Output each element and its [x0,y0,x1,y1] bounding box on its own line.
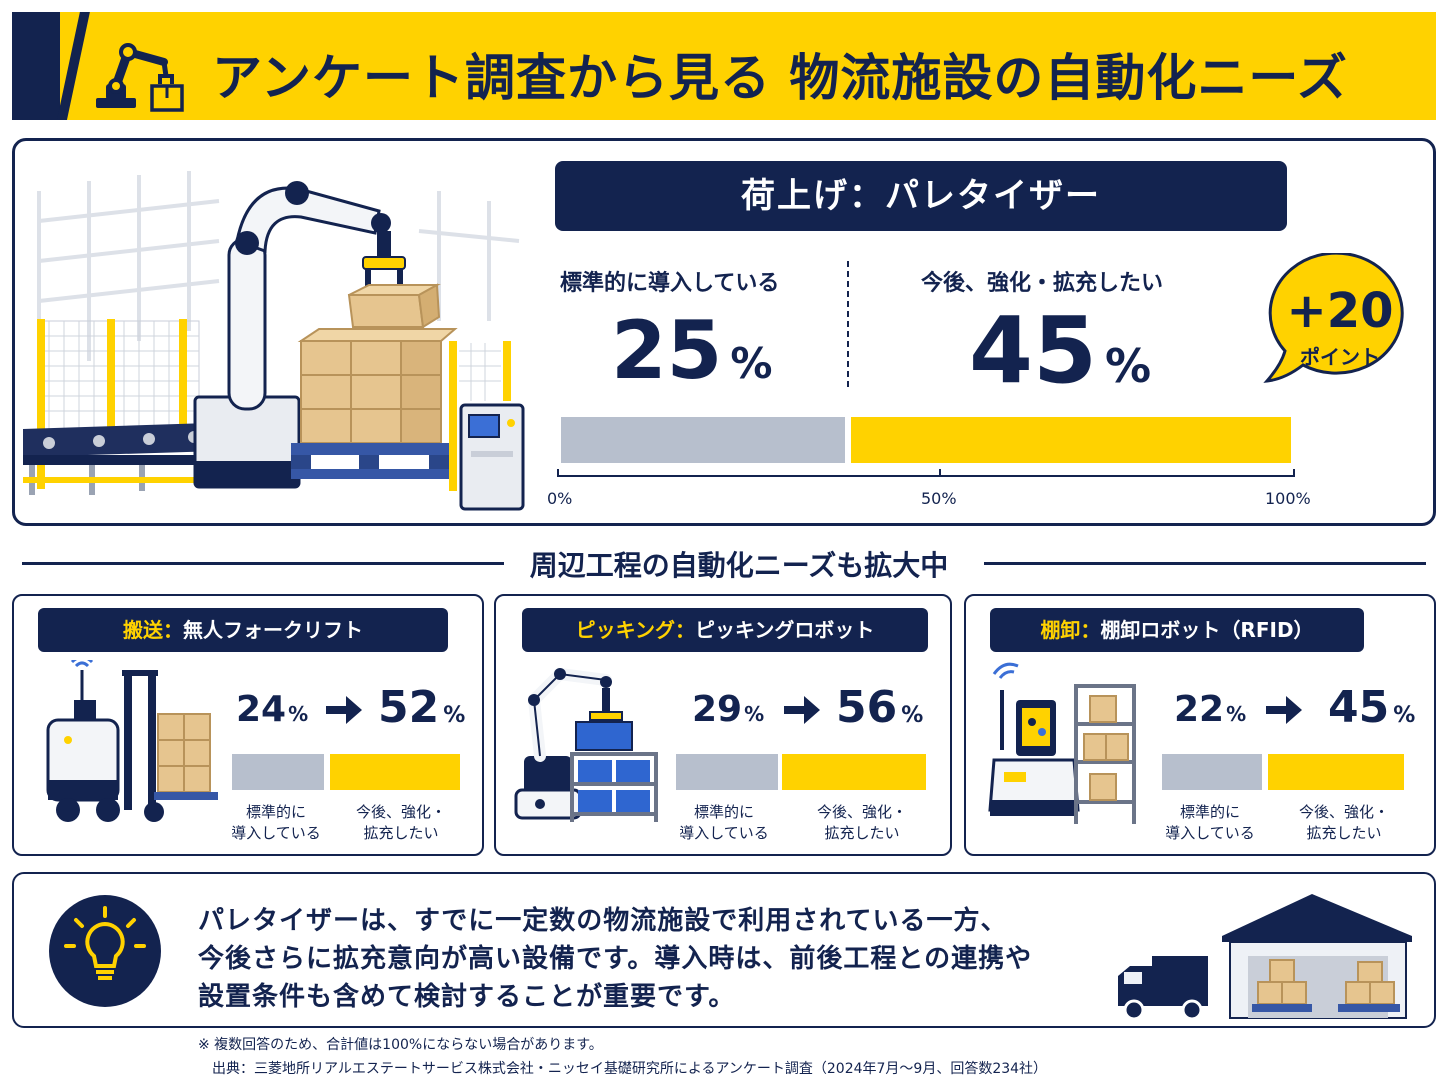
axis-tick-0 [557,469,559,477]
inventory-current-bar [1162,754,1262,790]
inventory-robot-card: 棚卸：棚卸ロボット（RFID） 22% 45% 標準的に 導入している 今後、強化… [964,594,1436,856]
arrow-right-icon [1266,696,1302,724]
header-accent-slash [54,12,92,120]
axis-label-50: 50% [921,489,957,508]
warehouse-truck-icon [1118,894,1412,1021]
page-title: アンケート調査から見る 物流施設の自動化ニーズ [212,49,1348,107]
inventory-future-caption: 今後、強化・ 拡充したい [1298,803,1389,842]
increase-badge-label: ポイント [1300,345,1380,369]
section-divider: 周辺工程の自動化ニーズも拡大中 [0,542,1448,582]
inventory-current-value: 22% [1174,689,1247,730]
forklift-future-value: 52% [378,682,466,733]
inventory-robot-icon [988,662,1136,824]
header-accent-block [12,12,60,120]
palletizer-robot-illustration [23,171,525,511]
forklift-future-caption: 今後、強化・ 拡充したい [355,803,446,842]
lightbulb-icon [49,895,161,1007]
future-intent-label: 今後、強化・拡充したい [921,271,1164,296]
current-adoption-label: 標準的に導入している [560,271,780,296]
picking-robot-card-title: ピッキング：ピッキングロボット [522,608,928,652]
increase-badge-value: +20 [1286,283,1394,339]
current-adoption-value: 25% [611,304,773,397]
footnote-disclaimer: ※ 複数回答のため、合計値は100%にならない場合があります。 [198,1037,603,1053]
axis-label-100: 100% [1265,489,1311,508]
picking-future-bar [782,754,926,790]
speech-bubble-icon [1263,253,1404,383]
section-line-left [22,562,504,565]
picking-current-bar [676,754,778,790]
picking-robot-card: ピッキング：ピッキングロボット 29% 56% 標準的に 導入している 今後、強化… [494,594,952,856]
summary-note: パレタイザーは、すでに一定数の物流施設で利用されている一方、 今後さらに拡充意向… [12,872,1436,1028]
picking-future-value: 56% [836,682,924,733]
forklift-current-bar [232,754,324,790]
section-title: 周辺工程の自動化ニーズも拡大中 [529,549,949,582]
axis-label-0: 0% [547,489,573,508]
inventory-current-caption: 標準的に 導入している [1165,803,1255,842]
increase-badge: +20 ポイント [1241,253,1417,393]
note-line-1: パレタイザーは、すでに一定数の物流施設で利用されている一方、 [198,906,1008,936]
picking-robot-icon [514,667,658,822]
note-line-3: 設置条件も含めて検討することが重要です。 [198,982,736,1012]
future-intent-bar [851,417,1291,463]
robot-arm-icon [96,43,184,112]
forklift-card-title: 搬送：無人フォークリフト [38,608,448,652]
picking-current-caption: 標準的に 導入している [679,803,769,842]
future-intent-value: 45% [969,297,1152,404]
palletizer-heading: 荷上げ：パレタイザー [555,161,1287,231]
note-line-2: 今後さらに拡充意向が高い設備です。導入時は、前後工程との連携や [198,944,1033,974]
picking-current-value: 29% [692,689,765,730]
forklift-current-value: 24% [236,689,309,730]
footnote-source: 出典：三菱地所リアルエステートサービス株式会社・ニッセイ基礎研究所によるアンケー… [212,1061,1048,1077]
forklift-card: 搬送：無人フォークリフト 24% 52% 標準的に 導入している 今後、強化・ 拡充… [12,594,484,856]
forklift-future-bar [330,754,460,790]
picking-future-caption: 今後、強化・ 拡充したい [816,803,907,842]
current-adoption-bar [561,417,845,463]
palletizer-bar-chart [557,417,1295,487]
inventory-robot-card-title: 棚卸：棚卸ロボット（RFID） [990,608,1364,652]
stat-divider [847,261,849,387]
palletizer-panel: 荷上げ：パレタイザー 標準的に導入している 25% 今後、強化・拡充したい 45… [12,138,1436,526]
forklift-icon [46,660,218,822]
inventory-future-bar [1268,754,1404,790]
bar-axis [557,475,1295,477]
axis-tick-100 [1293,469,1295,477]
arrow-right-icon [784,696,820,724]
inventory-future-value: 45% [1328,682,1416,733]
arrow-right-icon [326,696,362,724]
section-line-right [984,562,1426,565]
axis-tick-50 [939,469,941,477]
forklift-current-caption: 標準的に 導入している [231,803,321,842]
page-header: アンケート調査から見る 物流施設の自動化ニーズ [12,12,1436,120]
